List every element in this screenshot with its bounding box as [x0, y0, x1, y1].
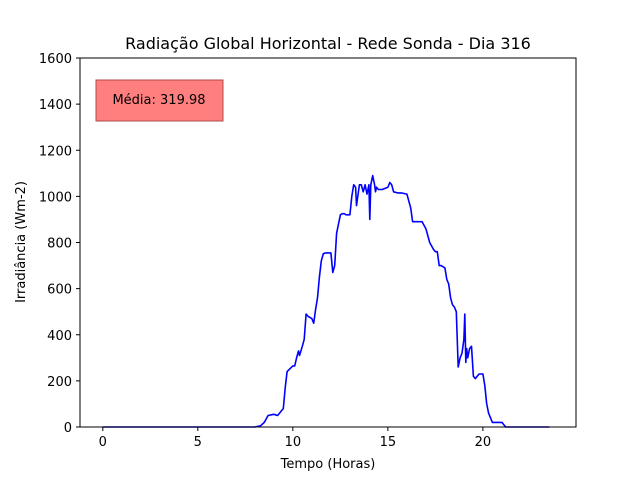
mean-annotation-box	[95, 79, 224, 122]
x-tick-label: 5	[194, 435, 202, 450]
y-tick-label: 200	[47, 375, 72, 390]
series-line-0	[102, 174, 550, 428]
mean-annotation-text: Média: 319.98	[112, 93, 205, 108]
y-tick-label: 1400	[39, 98, 72, 113]
x-axis-label: Tempo (Horas)	[280, 457, 376, 472]
y-axis: 0 200 400 600 800 1000 1200 1400 1600	[39, 52, 80, 436]
plot-area	[102, 174, 550, 428]
y-tick-label: 400	[47, 329, 72, 344]
mean-annotation: Média: 319.98	[95, 79, 224, 122]
y-tick-label: 1600	[39, 52, 72, 67]
x-tick-label: 10	[285, 435, 302, 450]
y-axis-label: Irradiância (Wm-2)	[14, 181, 29, 303]
chart-title: Radiação Global Horizontal - Rede Sonda …	[125, 34, 531, 53]
y-tick-label: 600	[47, 283, 72, 298]
y-tick-label: 0	[64, 421, 72, 436]
y-tick-label: 1000	[39, 190, 72, 205]
y-tick-label: 800	[47, 237, 72, 252]
x-tick-label: 0	[99, 435, 107, 450]
y-tick-label: 1200	[39, 144, 72, 159]
x-axis: 0 5 10 15 20	[99, 427, 491, 450]
x-tick-label: 20	[475, 435, 492, 450]
x-tick-label: 15	[380, 435, 397, 450]
